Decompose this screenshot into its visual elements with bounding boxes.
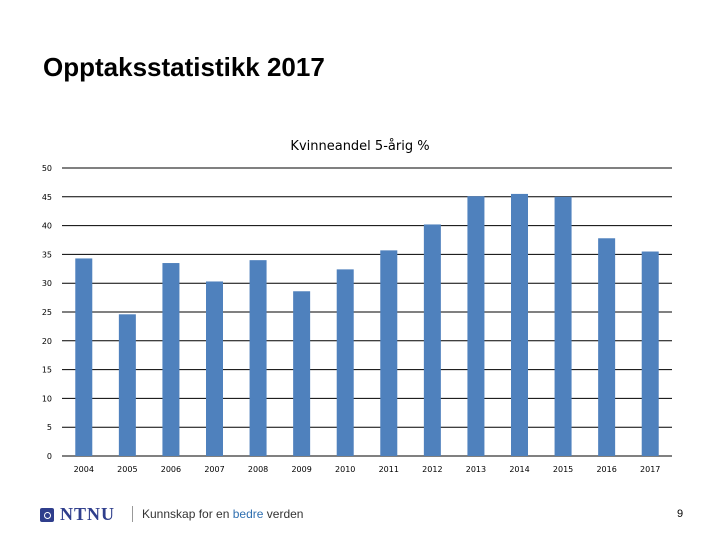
y-tick-label: 45: [42, 193, 52, 202]
x-tick-label: 2007: [204, 465, 224, 474]
x-tick-label: 2006: [161, 465, 181, 474]
tagline: Kunnskap for en bedre verden: [142, 507, 303, 521]
slide-title: Opptaksstatistikk 2017: [43, 52, 325, 82]
bars: [75, 193, 659, 457]
y-axis-tick-labels: 0 5 10 15 20 25 30 35 40 45 50: [42, 164, 52, 461]
x-tick-label: 2008: [248, 465, 268, 474]
bar-2005: [118, 314, 136, 456]
bar-2007: [206, 281, 223, 456]
x-tick-label: 2015: [553, 465, 573, 474]
y-tick-label: 5: [47, 423, 52, 432]
x-tick-label: 2004: [74, 465, 94, 474]
logo-text: NTNU: [60, 504, 116, 524]
bar-chart: Kvinneandel 5-årig % 0 5 10 15 20 25 30 35 40 45 5…: [42, 139, 672, 474]
x-tick-label: 2013: [466, 465, 486, 474]
tagline-post: verden: [263, 507, 304, 521]
y-tick-label: 35: [42, 250, 52, 259]
ntnu-logo-icon: [40, 507, 54, 522]
x-tick-label: 2014: [509, 465, 529, 474]
tagline-accent: bedre: [232, 507, 264, 521]
bar-2013: [467, 196, 485, 456]
y-tick-label: 40: [42, 222, 52, 231]
bar-2006: [162, 263, 180, 456]
tagline-pre: Kunnskap for en: [142, 507, 233, 521]
x-tick-label: 2011: [379, 465, 399, 474]
y-tick-label: 10: [42, 394, 52, 403]
x-tick-label: 2017: [640, 465, 660, 474]
bar-2011: [380, 250, 398, 456]
footer-divider: [132, 506, 133, 522]
y-tick-label: 0: [47, 452, 52, 461]
bar-2014: [511, 193, 528, 457]
bar-2017: [641, 251, 659, 456]
x-tick-label: 2009: [291, 465, 311, 474]
y-tick-label: 15: [42, 366, 52, 375]
x-tick-label: 2005: [117, 465, 137, 474]
x-tick-label: 2012: [422, 465, 442, 474]
y-tick-label: 20: [42, 337, 52, 346]
bar-2012: [423, 224, 441, 456]
bar-2010: [336, 269, 354, 456]
y-tick-label: 30: [42, 279, 52, 288]
bar-2016: [598, 238, 616, 456]
x-axis-tick-labels: 2004 2005 2006 2007 2008 2009 2010 2011 2012 2013…: [74, 465, 661, 474]
x-tick-label: 2010: [335, 465, 355, 474]
ntnu-logo: NTNU: [40, 504, 115, 525]
gridlines: [62, 167, 672, 457]
y-tick-label: 25: [42, 308, 52, 317]
page-number: 9: [677, 508, 684, 520]
y-tick-label: 50: [42, 164, 52, 173]
bar-2009: [293, 291, 311, 456]
x-tick-label: 2016: [596, 465, 616, 474]
bar-2015: [554, 196, 572, 457]
chart-title: Kvinneandel 5-årig %: [290, 139, 429, 154]
bar-2008: [249, 260, 267, 456]
bar-2004: [75, 258, 93, 456]
